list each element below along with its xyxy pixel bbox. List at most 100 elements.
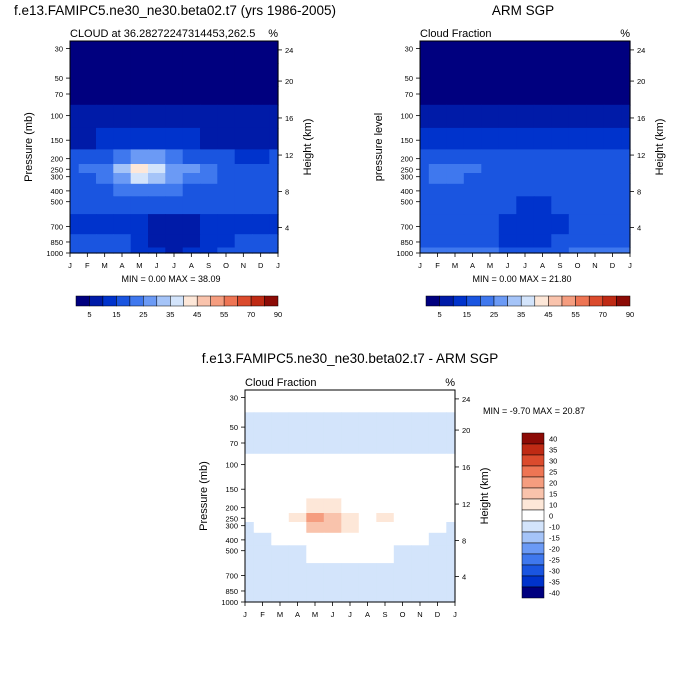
heatmap-cell [358, 596, 377, 603]
heatmap-cell [481, 149, 500, 165]
x-tick-label: A [540, 261, 545, 270]
heatmap-cell [130, 183, 149, 197]
heatmap-cell [253, 476, 272, 499]
heatmap-cell [568, 196, 587, 215]
heatmap-cell [621, 86, 631, 106]
heatmap-cell [603, 41, 622, 64]
heatmap-cell [245, 563, 255, 584]
colorbar-swatch [561, 295, 576, 307]
heatmap-cell [130, 149, 149, 165]
heatmap-cell [568, 247, 587, 254]
colorbar-swatch [521, 531, 545, 544]
heatmap-cell [420, 63, 430, 87]
x-tick-label: J [348, 610, 352, 619]
heatmap-cell [245, 453, 255, 478]
heatmap-cell [393, 596, 412, 603]
heatmap-cell [428, 196, 447, 215]
heatmap-cell [253, 453, 272, 478]
heatmap-cell [269, 164, 279, 174]
heatmap-cell [446, 583, 456, 597]
x-tick-label: M [277, 610, 283, 619]
heatmap-cell [358, 412, 377, 436]
heatmap-cell [148, 86, 166, 106]
heatmap-cell [200, 196, 218, 215]
heatmap-cell [533, 234, 552, 248]
heatmap-cell [516, 127, 535, 150]
heatmap-cell [446, 532, 456, 546]
heatmap-cell [217, 164, 236, 174]
heatmap-cell [271, 583, 290, 597]
colorbar-swatch [521, 553, 545, 566]
heatmap-cell [271, 453, 290, 478]
heatmap-cell [269, 63, 279, 87]
colorbar-swatch [466, 295, 481, 307]
heatmap-cell [393, 435, 412, 455]
heatmap-cell [498, 41, 517, 64]
y2-tick-label: 8 [285, 188, 289, 197]
heatmap-cell [586, 196, 605, 215]
heatmap-cell [551, 183, 570, 197]
heatmap-cell [306, 545, 325, 564]
heatmap-cell [481, 183, 500, 197]
heatmap-cell [533, 86, 552, 106]
heatmap-cell [568, 173, 587, 185]
heatmap-cell [411, 435, 430, 455]
heatmap-cell [376, 583, 395, 597]
heatmap-cell [245, 390, 255, 413]
heatmap-cell [148, 104, 166, 129]
heatmap-cell [358, 498, 377, 514]
heatmap-cell [148, 214, 166, 235]
heatmap-cell [376, 596, 395, 603]
x-tick-label: M [136, 261, 142, 270]
heatmap-cell [323, 476, 342, 499]
heatmap-cell [498, 214, 517, 235]
heatmap-cell [463, 234, 482, 248]
heatmap-cell [78, 63, 97, 87]
heatmap-cell [428, 247, 447, 254]
heatmap-cell [551, 173, 570, 185]
heatmap-cell [271, 476, 290, 499]
heatmap-cell [96, 127, 114, 150]
heatmap-cell [358, 435, 377, 455]
heatmap-cell [551, 149, 570, 165]
heatmap-cell [428, 41, 447, 64]
heatmap-cell [393, 583, 412, 597]
heatmap-cell [341, 476, 360, 499]
y-tick-label: 100 [50, 112, 63, 121]
heatmap-cell [341, 412, 360, 436]
heatmap-cell [269, 104, 279, 129]
y-tick-label: 50 [405, 74, 413, 83]
heatmap-cell [200, 214, 218, 235]
y2-tick-label: 12 [285, 151, 293, 160]
heatmap-cell [182, 196, 201, 215]
heatmap-cell [288, 453, 307, 478]
heatmap-cell [217, 63, 236, 87]
heatmap-cell [165, 41, 184, 64]
heatmap-cell [446, 453, 456, 478]
heatmap-cell [96, 41, 114, 64]
heatmap-cell [393, 563, 412, 584]
y2-tick-label: 24 [637, 46, 645, 55]
colorbar-label: 5 [87, 310, 91, 319]
heatmap-cell [446, 412, 456, 436]
heatmap-cell [200, 41, 218, 64]
heatmap-cell [568, 86, 587, 106]
heatmap-cell [288, 563, 307, 584]
heatmap-cell [252, 247, 270, 254]
y-tick-label: 500 [400, 198, 413, 207]
heatmap-cell [234, 183, 253, 197]
heatmap-cell [130, 127, 149, 150]
heatmap-cell [568, 63, 587, 87]
heatmap-cell [165, 247, 184, 254]
heatmap-cell [568, 149, 587, 165]
heatmap-cell [603, 173, 622, 185]
heatmap-cell [376, 532, 395, 546]
heatmap-cell [376, 390, 395, 413]
heatmap-cell [568, 104, 587, 129]
heatmap-cell [516, 183, 535, 197]
x-tick-label: J [418, 261, 422, 270]
heatmap-cell [446, 196, 465, 215]
heatmap-cell [498, 173, 517, 185]
colorbar-label: 30 [549, 457, 557, 466]
heatmap-cell [481, 196, 500, 215]
